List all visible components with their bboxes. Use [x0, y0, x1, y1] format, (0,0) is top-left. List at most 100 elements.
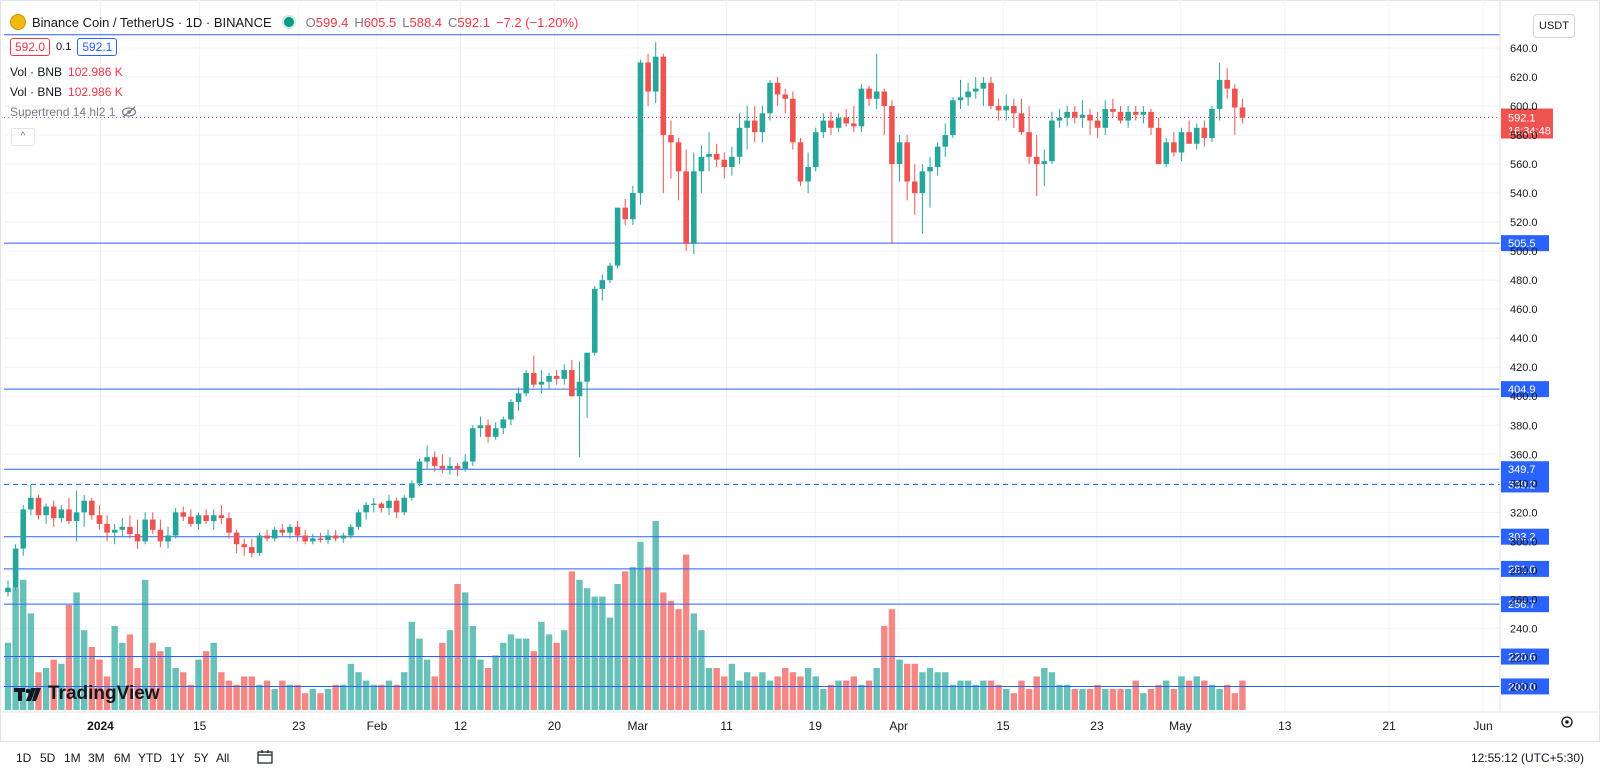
candle[interactable]	[957, 79, 964, 109]
legend-row-vol2[interactable]: Vol · BNB 102.986 K	[10, 85, 123, 99]
candle[interactable]	[142, 512, 148, 545]
candle[interactable]	[683, 149, 689, 252]
candle[interactable]	[576, 361, 583, 458]
candle[interactable]	[1201, 120, 1208, 147]
candle[interactable]	[1216, 62, 1223, 121]
candle[interactable]	[104, 515, 110, 542]
candle[interactable]	[972, 77, 979, 99]
candle[interactable]	[774, 77, 781, 107]
candle[interactable]	[782, 88, 789, 114]
candle[interactable]	[584, 352, 590, 419]
candle[interactable]	[294, 521, 301, 542]
candle[interactable]	[287, 523, 293, 539]
candle[interactable]	[256, 532, 263, 556]
candle[interactable]	[264, 529, 270, 542]
candle[interactable]	[81, 494, 87, 527]
candle[interactable]	[622, 198, 629, 226]
candle[interactable]	[279, 523, 286, 537]
eye-hidden-icon[interactable]	[121, 106, 137, 118]
current-price-badge[interactable]	[1501, 108, 1553, 139]
candle[interactable]	[431, 451, 438, 472]
symbol-title[interactable]: Binance Coin / TetherUS · 1D · BINANCE	[32, 14, 272, 30]
candle[interactable]	[919, 164, 926, 234]
candle[interactable]	[165, 526, 171, 549]
calendar-icon[interactable]	[257, 750, 273, 764]
candle[interactable]	[1232, 84, 1238, 136]
candle[interactable]	[1178, 127, 1185, 162]
candle[interactable]	[805, 152, 811, 194]
axis-settings-icon[interactable]	[1560, 715, 1574, 729]
candle[interactable]	[790, 91, 796, 150]
candle[interactable]	[843, 108, 849, 127]
candle[interactable]	[462, 454, 468, 472]
currency-selector[interactable]: USDT	[1533, 14, 1575, 38]
candle[interactable]	[889, 100, 895, 244]
timeframe-1m-button[interactable]: 1M	[64, 751, 81, 765]
candle[interactable]	[721, 152, 728, 179]
candle[interactable]	[111, 523, 118, 545]
candle[interactable]	[1018, 98, 1025, 136]
candle[interactable]	[203, 509, 209, 524]
candle[interactable]	[873, 53, 880, 109]
timeframe-6m-button[interactable]: 6M	[114, 751, 131, 765]
candle[interactable]	[378, 502, 385, 513]
candle[interactable]	[218, 505, 225, 524]
candle[interactable]	[12, 544, 19, 591]
candle[interactable]	[89, 497, 95, 520]
candle[interactable]	[698, 145, 705, 194]
candle[interactable]	[904, 135, 910, 201]
candle[interactable]	[1056, 108, 1063, 128]
candle[interactable]	[332, 529, 339, 542]
timeframe-1d-button[interactable]: 1D	[16, 751, 32, 765]
candle[interactable]	[348, 523, 354, 539]
candle[interactable]	[1155, 117, 1162, 165]
candle[interactable]	[691, 152, 697, 255]
candle[interactable]	[1125, 106, 1131, 128]
timeframe-all-button[interactable]: All	[216, 751, 230, 765]
candle[interactable]	[35, 494, 42, 520]
candlesticks[interactable]: 592.116:34:48	[4, 42, 1553, 597]
candle[interactable]	[607, 262, 613, 284]
candle[interactable]	[195, 512, 202, 530]
candle[interactable]	[20, 505, 27, 556]
candle[interactable]	[386, 494, 392, 516]
candle[interactable]	[538, 370, 545, 394]
candle[interactable]	[881, 88, 888, 136]
candle[interactable]	[416, 458, 423, 487]
timeframe-3m-button[interactable]: 3M	[88, 751, 105, 765]
candle[interactable]	[1117, 106, 1124, 124]
timeframe-5d-button[interactable]: 5D	[40, 751, 56, 765]
candle[interactable]	[1011, 98, 1017, 128]
candle[interactable]	[828, 111, 834, 136]
candle[interactable]	[492, 422, 499, 440]
candle[interactable]	[340, 532, 347, 543]
clock-readout[interactable]: 12:55:12 (UTC+5:30)	[1470, 751, 1584, 765]
tradingview-logo[interactable]: TradingView	[14, 683, 160, 705]
timeframe-ytd-button[interactable]: YTD	[138, 751, 162, 765]
candle[interactable]	[149, 512, 156, 535]
candle[interactable]	[934, 142, 941, 176]
candle[interactable]	[157, 519, 164, 548]
candle[interactable]	[241, 538, 248, 556]
candle[interactable]	[630, 185, 636, 226]
candle[interactable]	[1163, 137, 1170, 167]
candle[interactable]	[530, 355, 537, 388]
candle[interactable]	[508, 399, 514, 426]
candle[interactable]	[355, 509, 362, 530]
candle[interactable]	[652, 42, 659, 104]
candle[interactable]	[1239, 98, 1246, 124]
candle[interactable]	[851, 106, 857, 133]
candle[interactable]	[1049, 111, 1055, 165]
candle[interactable]	[729, 146, 735, 176]
price-axis[interactable]: 640.0 620.0 600.0 580.0 560.0 540.0 520.0 500.0…	[1499, 0, 1538, 712]
candle[interactable]	[835, 113, 842, 133]
candle[interactable]	[858, 84, 865, 133]
candle[interactable]	[1102, 100, 1109, 136]
candle[interactable]	[675, 137, 682, 201]
legend-row-vol1[interactable]: Vol · BNB 102.986 K	[10, 65, 123, 79]
candle[interactable]	[668, 120, 674, 179]
candle[interactable]	[706, 132, 712, 172]
candle[interactable]	[751, 106, 758, 143]
candle[interactable]	[485, 419, 491, 443]
candle[interactable]	[927, 156, 933, 208]
